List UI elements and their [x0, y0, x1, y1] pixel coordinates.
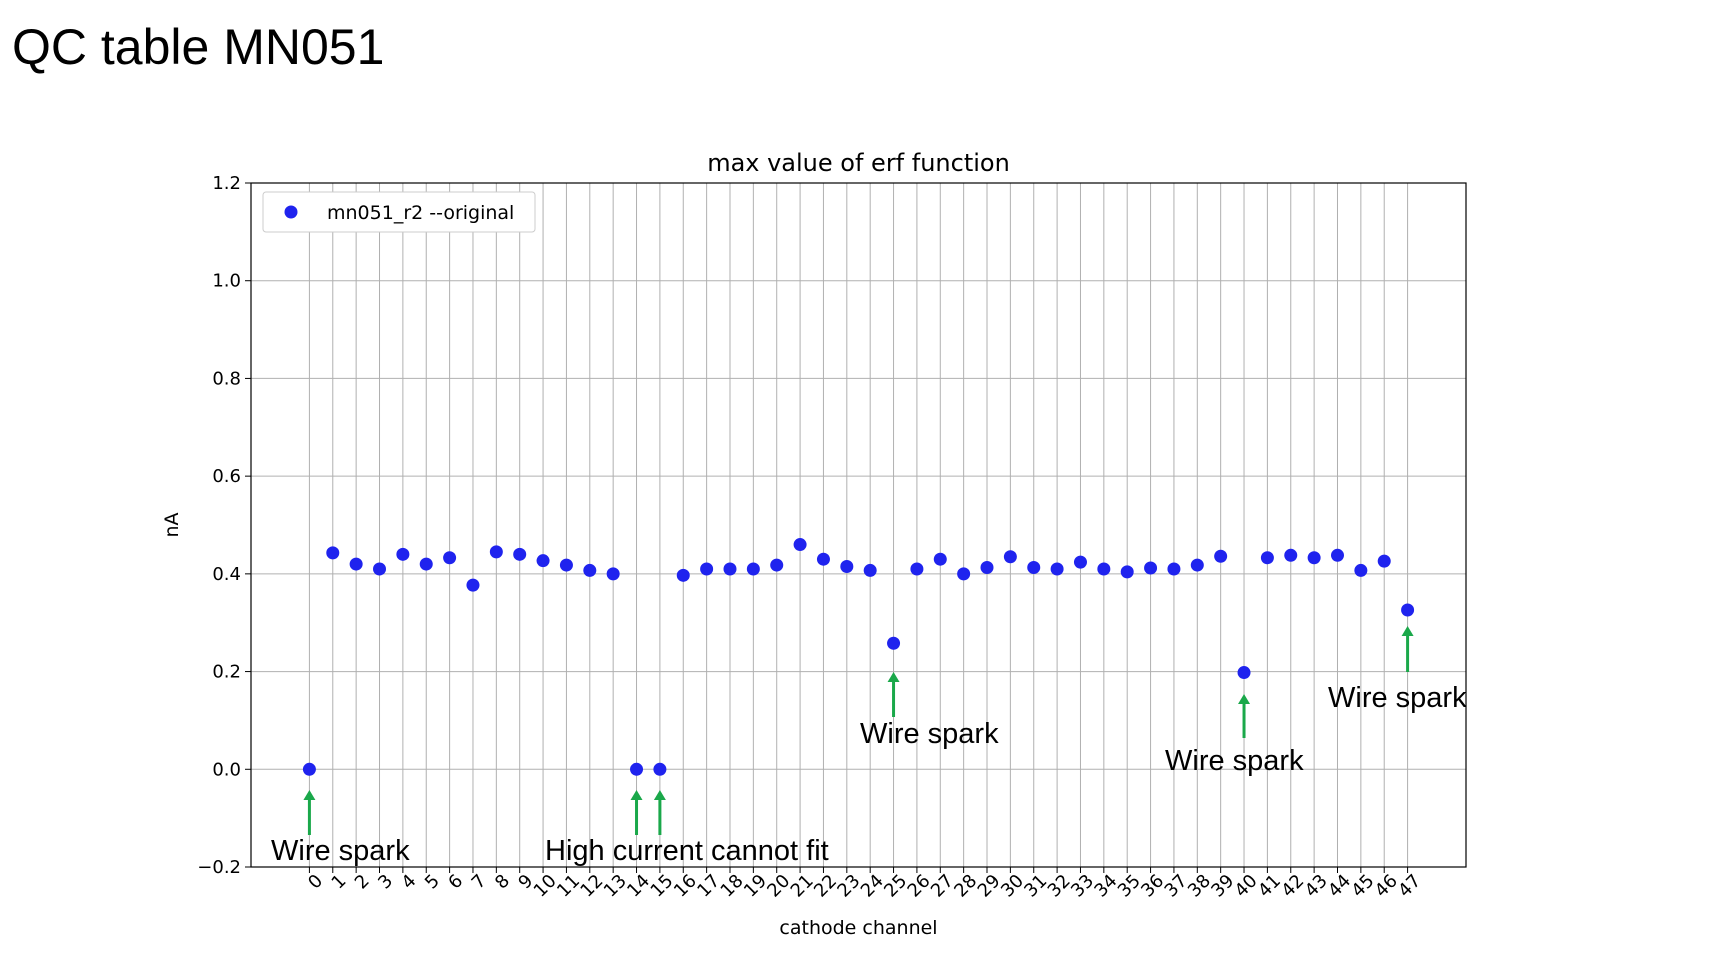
data-point	[1003, 550, 1017, 564]
xtick-label: 7	[468, 871, 491, 894]
data-point	[443, 551, 457, 565]
xtick-label: 5	[421, 871, 444, 894]
ytick-label: 0.0	[212, 759, 241, 780]
data-point	[1284, 548, 1298, 562]
data-point	[1214, 549, 1228, 563]
y-axis-ticks: −0.2 0.0 0.2 0.4 0.6 0.8 1.0 1.2	[197, 173, 251, 878]
data-point	[1097, 562, 1111, 576]
ytick-label: 1.0	[212, 271, 241, 292]
annotations: Wire spark High current cannot fit Wire sp…	[271, 626, 1467, 867]
data-point	[793, 538, 807, 552]
annotation-label: Wire spark	[271, 835, 410, 867]
xtick-label: 2	[351, 871, 374, 894]
plot-frame	[250, 182, 1467, 868]
data-point	[933, 552, 947, 566]
data-point	[1330, 548, 1344, 562]
data-point	[1354, 563, 1368, 577]
ytick-label: 0.6	[212, 466, 241, 487]
data-point	[957, 567, 971, 581]
data-point	[419, 557, 433, 571]
annotation-arrowhead	[653, 790, 666, 800]
ytick-label: −0.2	[197, 857, 241, 878]
x-axis-label: cathode channel	[779, 917, 937, 939]
ytick-label: 1.2	[212, 173, 241, 194]
annotation-label: Wire spark	[860, 718, 999, 750]
annotation-label: Wire spark	[1328, 682, 1467, 714]
data-point	[1307, 551, 1321, 565]
xtick-label: 1	[328, 871, 351, 894]
data-point	[583, 563, 597, 577]
data-point	[396, 547, 410, 561]
data-point	[1237, 666, 1251, 680]
data-point	[1190, 558, 1204, 572]
data-point	[1120, 565, 1134, 579]
data-point	[1027, 561, 1041, 575]
data-point	[887, 636, 901, 650]
data-point	[1377, 554, 1391, 568]
xtick-label: 0	[304, 871, 327, 894]
data-point	[653, 762, 667, 776]
data-point	[863, 563, 877, 577]
xtick-label: 6	[444, 871, 467, 894]
ytick-label: 0.2	[212, 662, 241, 683]
grid	[251, 182, 1466, 868]
data-point	[326, 546, 340, 560]
data-point	[1401, 603, 1415, 617]
xtick-label: 47	[1394, 871, 1425, 902]
annotation-label: Wire spark	[1165, 745, 1304, 777]
annotation-label: High current cannot fit	[545, 835, 829, 867]
xtick-label: 3	[374, 871, 397, 894]
data-point	[746, 562, 760, 576]
data-point	[1073, 555, 1087, 569]
annotation-arrowhead	[630, 790, 643, 800]
legend-box	[262, 191, 536, 233]
data-point	[816, 552, 830, 566]
annotation-arrowhead	[303, 790, 316, 800]
data-point	[700, 562, 714, 576]
legend-entry: mn051_r2 --original	[327, 202, 514, 224]
data-points	[302, 538, 1415, 776]
data-point	[1144, 561, 1158, 575]
chart-title: max value of erf function	[707, 149, 1010, 177]
legend: mn051_r2 --original	[262, 191, 536, 233]
data-point	[1050, 562, 1064, 576]
data-point	[373, 562, 387, 576]
xtick-label: 4	[398, 871, 421, 894]
data-point	[536, 554, 550, 568]
data-point	[606, 567, 620, 581]
data-point	[513, 547, 527, 561]
data-point	[302, 762, 316, 776]
ytick-label: 0.4	[212, 564, 241, 585]
annotation-arrowhead	[1238, 694, 1251, 704]
slide-title: QC table MN051	[12, 19, 385, 75]
data-point	[1167, 562, 1181, 576]
data-point	[910, 562, 924, 576]
data-point	[349, 557, 363, 571]
data-point	[489, 545, 503, 559]
annotation-arrowhead	[1401, 626, 1414, 636]
x-axis-ticks: 0 1 2 3 4 5 6 7 8 9101112131415161718192021222324…	[304, 867, 1425, 902]
data-point	[676, 568, 690, 582]
annotation-arrowhead	[887, 672, 900, 682]
data-point	[723, 562, 737, 576]
legend-marker	[284, 205, 298, 219]
data-point	[559, 558, 573, 572]
y-axis-label: nA	[161, 512, 183, 537]
data-point	[1260, 551, 1274, 565]
data-point	[980, 561, 994, 575]
xtick-label: 8	[491, 871, 514, 894]
data-point	[466, 578, 480, 592]
data-point	[840, 560, 854, 574]
data-point	[770, 558, 784, 572]
data-point	[630, 762, 644, 776]
ytick-label: 0.8	[212, 368, 241, 389]
